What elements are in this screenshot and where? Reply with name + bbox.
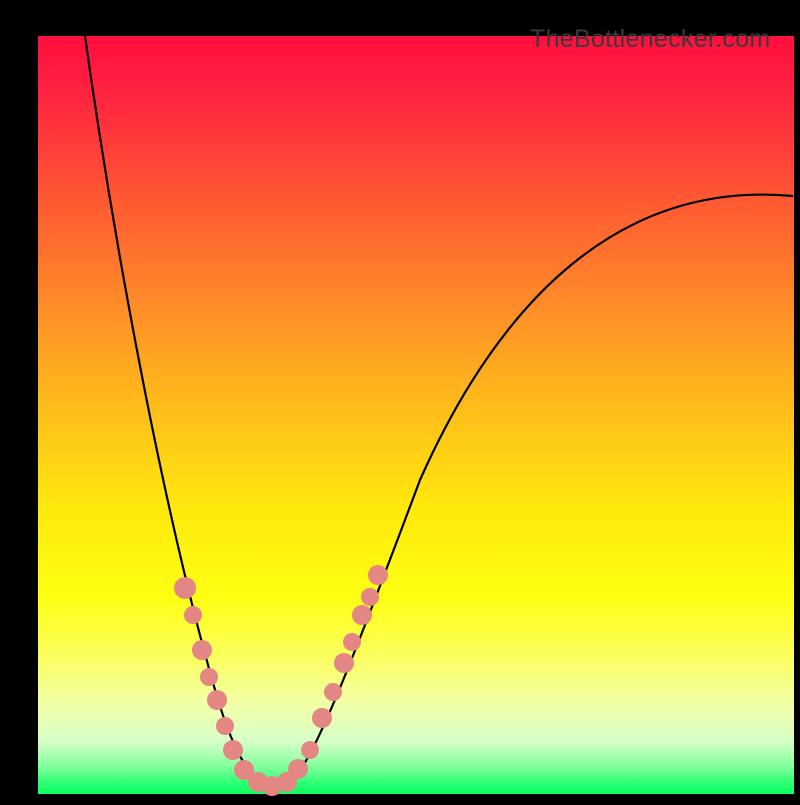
curve-marker	[334, 653, 354, 673]
curve-marker	[174, 577, 196, 599]
curve-marker	[192, 640, 212, 660]
bottleneck-curve-chart	[0, 0, 800, 800]
watermark-text: TheBottlenecker.com	[530, 25, 771, 54]
curve-marker	[200, 668, 218, 686]
curve-marker	[312, 708, 332, 728]
curve-marker	[352, 605, 372, 625]
curve-marker	[343, 633, 361, 651]
curve-marker	[288, 759, 308, 779]
curve-marker	[301, 741, 319, 759]
plot-background	[38, 36, 794, 794]
curve-marker	[223, 740, 243, 760]
curve-marker	[361, 588, 379, 606]
curve-marker	[207, 690, 227, 710]
curve-marker	[216, 717, 234, 735]
curve-marker	[184, 606, 202, 624]
curve-marker	[368, 565, 388, 585]
curve-marker	[324, 683, 342, 701]
